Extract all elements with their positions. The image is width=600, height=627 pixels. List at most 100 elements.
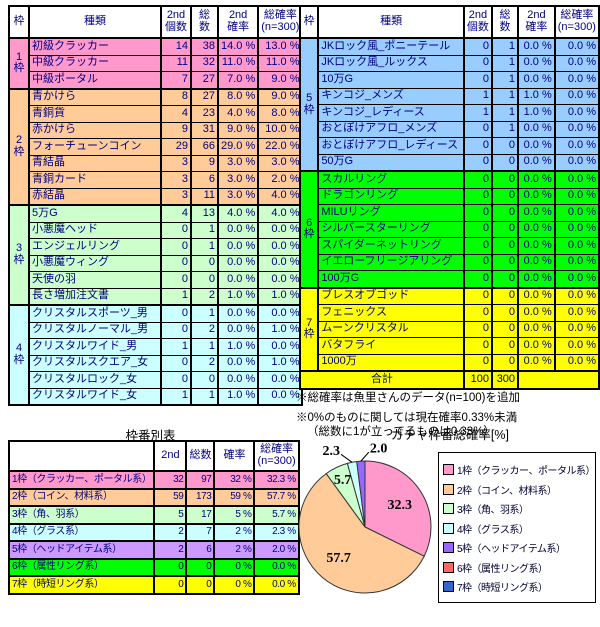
item-value: 0 — [490, 286, 520, 305]
item-value: 0.0 % — [216, 238, 260, 256]
summary-row: 5枠（ヘッドアイテム系） 2 6 2 % 2.0 % — [7, 540, 300, 559]
item-value: 4 — [160, 105, 192, 123]
item-value: 0.0 % — [257, 338, 304, 356]
item-value: 0.0 % — [553, 320, 600, 338]
item-value: 0 — [490, 137, 520, 155]
legend-swatch — [443, 542, 454, 554]
summary-value: 57.7 % — [253, 487, 300, 507]
legend-swatch — [443, 581, 454, 593]
item-value: 0 — [462, 153, 493, 172]
pie-slice — [364, 460, 432, 557]
item-value: 0.0 % — [517, 120, 556, 138]
item-name: おとぼけアフロ_メンズ — [317, 120, 465, 138]
item-value: 1.0 % — [216, 338, 260, 356]
item-row: MILUリング 0 0 0.0 % 0.0 % — [300, 204, 600, 222]
summary-value: 0 — [153, 557, 188, 577]
item-value: 0 — [490, 253, 520, 271]
item-value: 4.0 % — [216, 204, 260, 223]
item-value: 0.0 % — [517, 353, 556, 372]
summary-value: 7 — [185, 522, 216, 542]
item-value: 0.0 % — [216, 354, 260, 372]
item-row: エンジェルリング 0 1 0.0 % 0.0 % — [9, 238, 304, 256]
item-name: 長さ増加注文書 — [28, 287, 162, 306]
item-value: 0.0 % — [553, 170, 600, 189]
item-name: 赤結晶 — [28, 187, 162, 206]
summary-value: 0 — [153, 575, 188, 594]
item-value: 0.0 % — [553, 54, 600, 72]
summary-frame-label: 7枠（時短リング系） — [7, 575, 156, 594]
column-header: 枠 — [298, 5, 320, 39]
item-name: おとぼけアフロ_レディース — [317, 137, 465, 155]
item-value: 1.0 % — [517, 104, 556, 122]
item-value: 0.0 % — [517, 253, 556, 271]
item-name: キンコジ_レディース — [317, 104, 465, 122]
item-value: 0 — [490, 353, 520, 372]
item-value: 0 — [462, 320, 493, 338]
legend-label: 6枠（属性リング系） — [457, 563, 548, 575]
item-row: 小悪魔ヘッド 0 1 0.0 % 0.0 % — [9, 221, 304, 239]
item-value: 0.0 % — [257, 254, 304, 272]
pie-leader-line — [340, 453, 353, 463]
item-name: シルバースターリング — [317, 220, 465, 238]
item-value: 1 — [490, 104, 520, 122]
legend-item: 6枠（属性リング系） — [443, 558, 593, 578]
pie-slice-label: 2.0 — [370, 442, 388, 457]
item-value: 3 — [160, 154, 192, 172]
legend-swatch — [443, 522, 454, 534]
summary-value: 5.7 % — [253, 505, 300, 524]
item-row: JKロック風_ルックス 0 1 0.0 % 0.0 % — [300, 54, 600, 72]
item-row: クリスタルロック_女 0 0 0.0 % 0.0 % — [9, 371, 304, 389]
pie-slice-label: 32.3 — [388, 498, 413, 513]
total-value: 100 — [462, 370, 493, 389]
total-value: 300 — [490, 370, 520, 389]
summary-value: 5 — [153, 505, 188, 524]
item-name: フォーチューンコイン — [28, 138, 162, 156]
item-row: 50万G 0 0 0.0 % 0.0 % — [300, 153, 600, 172]
item-value: 9 — [160, 121, 192, 139]
item-name: 小悪魔ヘッド — [28, 221, 162, 239]
item-name: 赤かけら — [28, 121, 162, 139]
note-zero-percent: ※0%のものに関しては現在確率0.33%未満 — [296, 412, 518, 424]
legend-swatch — [443, 483, 454, 495]
column-header: 確率 — [213, 440, 256, 472]
item-value: 1 — [490, 71, 520, 89]
pie-slice-label: 5.7 — [334, 473, 352, 488]
item-value: 0.0 % — [517, 71, 556, 89]
item-value: 2 — [190, 321, 219, 339]
legend-label: 2枠（コイン、材料系） — [457, 485, 557, 497]
item-value: 4 — [160, 204, 192, 223]
item-name: ブレスオブゴッド — [317, 286, 465, 305]
item-value: 0.0 % — [216, 254, 260, 272]
item-row: 6 枠スカルリング 0 0 0.0 % 0.0 % — [298, 170, 600, 288]
item-value: 0.0 % — [517, 153, 556, 172]
item-value: 0.0 % — [517, 320, 556, 338]
item-value: 0.0 % — [216, 304, 260, 323]
column-header: 総確率 (n=300) — [253, 440, 300, 472]
item-row: キンコジ_メンズ 1 1 1.0 % 0.0 % — [300, 87, 600, 105]
item-value: 22.0 % — [257, 138, 304, 156]
item-row: 長さ増加注文書 1 2 1.0 % 1.0 % — [9, 287, 304, 306]
item-value: 1 — [160, 387, 192, 406]
item-value: 1 — [160, 287, 192, 306]
summary-frame-label: 3枠（角、羽系） — [7, 505, 156, 524]
item-name: 青かけら — [28, 87, 162, 106]
item-value: 1 — [190, 338, 219, 356]
summary-value: 0.0 % — [253, 557, 300, 577]
item-name: バタフライ — [317, 337, 465, 355]
summary-row: 1枠（クラッカー、ポータル系） 32 97 32 % 32.3 % — [7, 470, 300, 489]
item-name: 青結晶 — [28, 154, 162, 172]
item-name: クリスタルノーマル_男 — [28, 321, 162, 339]
legend-label: 3枠（角、羽系） — [457, 505, 529, 517]
item-value: 0 — [462, 37, 493, 56]
frame-label: 5 枠 — [298, 37, 320, 172]
item-value: 0.0 % — [553, 71, 600, 89]
item-value: 38 — [190, 37, 219, 56]
item-table-frames-1-4: 枠種類 2nd 個数 総数 2nd 確率 総確率 (n=300) 1 枠初級クラッカー 14… — [8, 5, 304, 406]
item-value: 0 — [462, 54, 493, 72]
item-value: 0 — [160, 254, 192, 272]
legend-swatch — [443, 561, 454, 573]
item-value: 0 — [462, 137, 493, 155]
item-value: 0.0 % — [257, 238, 304, 256]
item-value: 2 — [190, 354, 219, 372]
item-name: クリスタルワイド_女 — [28, 387, 162, 406]
